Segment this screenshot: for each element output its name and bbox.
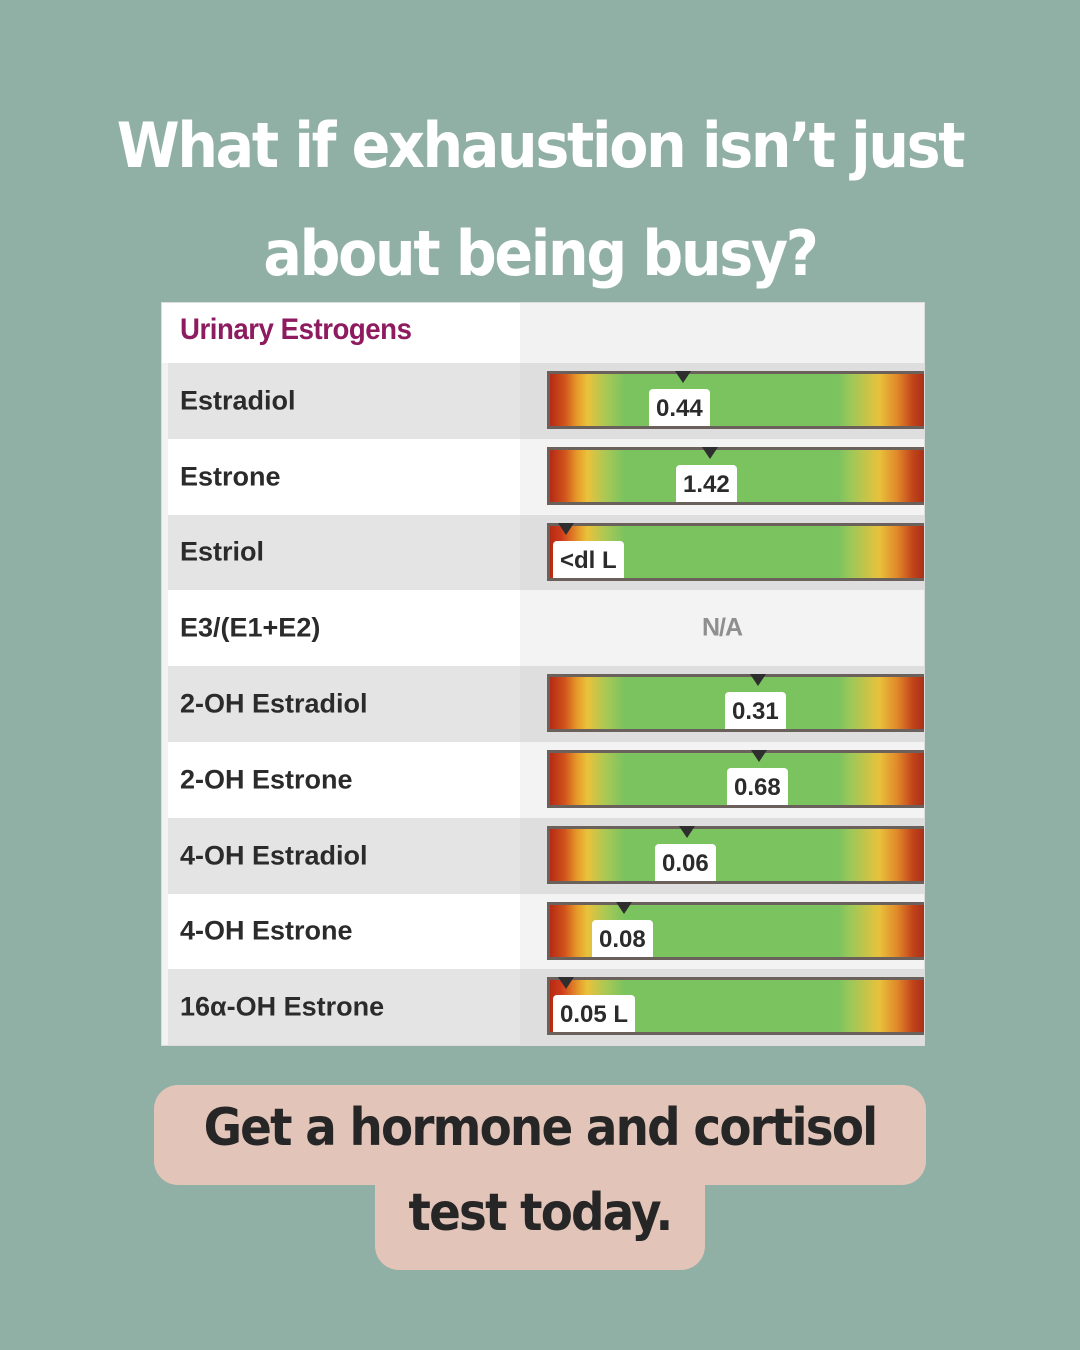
analyte-cell: Estradiol <box>168 363 520 439</box>
analyte-label: 4-OH Estrone <box>180 915 353 946</box>
analyte-cell: 2-OH Estradiol <box>168 666 520 742</box>
result-marker-icon <box>615 901 632 914</box>
analyte-cell: 2-OH Estrone <box>168 742 520 818</box>
result-value: 0.68 <box>727 768 788 805</box>
analyte-cell: Estriol <box>168 514 520 591</box>
result-value: <dl L <box>553 540 624 578</box>
analyte-label: Estradiol <box>180 385 296 416</box>
analyte-label: Estrone <box>180 461 281 492</box>
reference-range-bar: 0.06 <box>547 825 924 884</box>
analyte-label: 4-OH Estradiol <box>180 840 368 871</box>
result-cell: <dl L <box>520 514 924 591</box>
reference-range-bar: 0.68 <box>547 750 924 808</box>
result-marker-icon <box>701 446 718 459</box>
result-cell: 0.68 <box>520 742 924 818</box>
table-row: Estrone 1.42 <box>168 438 924 515</box>
report-title: Urinary Estrogens <box>180 313 412 346</box>
table-row: Estradiol 0.44 <box>168 363 924 439</box>
table-row: E3/(E1+E2) N/A <box>168 590 924 667</box>
urinary-estrogens-report: Urinary Estrogens Estradiol 0.44 Estrone 1.… <box>162 303 924 1046</box>
reference-range-bar: 1.42 <box>547 446 924 505</box>
result-marker-icon <box>674 371 691 383</box>
result-cell: 1.42 <box>520 438 924 515</box>
result-value: 0.05 L <box>553 995 636 1033</box>
analyte-label: 16α-OH Estrone <box>180 991 385 1022</box>
headline-line-2: about being busy? <box>263 217 818 290</box>
result-marker-icon <box>558 977 575 990</box>
reference-range-bar: 0.05 L <box>547 977 924 1036</box>
analyte-label: 2-OH Estradiol <box>180 688 368 719</box>
result-marker-icon <box>749 674 766 687</box>
headline: What if exhaustion isn’t just about bein… <box>43 92 1037 308</box>
analyte-cell: 4-OH Estrone <box>168 893 520 970</box>
result-cell: 0.44 <box>520 363 924 439</box>
result-cell: 0.05 L <box>520 969 924 1046</box>
analyte-cell: Estrone <box>168 438 520 515</box>
result-marker-icon <box>678 825 695 838</box>
report-header: Urinary Estrogens <box>162 303 924 363</box>
result-marker-icon <box>751 750 768 762</box>
table-row: 16α-OH Estrone 0.05 L <box>168 969 924 1046</box>
reference-range-bar: 0.44 <box>547 371 924 429</box>
analyte-label: Estriol <box>180 536 265 567</box>
report-header-label-cell: Urinary Estrogens <box>162 303 520 363</box>
result-value: 0.08 <box>592 919 653 957</box>
result-value: 0.44 <box>649 389 710 426</box>
result-cell: 0.06 <box>520 817 924 894</box>
analyte-cell: 16α-OH Estrone <box>168 969 520 1046</box>
cta-text-line-1: Get a hormone and cortisol <box>203 1098 879 1158</box>
result-marker-icon <box>558 522 575 535</box>
cta-text-line-2: test today. <box>408 1183 674 1243</box>
result-cell: 0.08 <box>520 893 924 970</box>
result-cell: 0.31 <box>520 666 924 742</box>
table-row: 4-OH Estrone 0.08 <box>168 893 924 970</box>
headline-line-1: What if exhaustion isn’t just <box>116 109 966 182</box>
analyte-label: E3/(E1+E2) <box>180 612 321 643</box>
result-cell: N/A <box>520 590 924 667</box>
result-value: 0.31 <box>725 692 786 730</box>
analyte-cell: 4-OH Estradiol <box>168 817 520 894</box>
table-row: 2-OH Estrone 0.68 <box>168 742 924 818</box>
result-value: 1.42 <box>676 464 737 502</box>
result-not-applicable: N/A <box>701 613 743 642</box>
table-row: 4-OH Estradiol 0.06 <box>168 817 924 894</box>
table-row: Estriol <dl L <box>168 514 924 591</box>
analyte-label: 2-OH Estrone <box>180 764 353 795</box>
reference-range-bar: 0.08 <box>547 901 924 960</box>
analyte-cell: E3/(E1+E2) <box>168 590 520 667</box>
reference-range-bar: <dl L <box>547 522 924 581</box>
result-value: 0.06 <box>655 843 716 881</box>
report-header-value-cell <box>520 303 924 363</box>
table-row: 2-OH Estradiol 0.31 <box>168 666 924 742</box>
cta-pill-bottom <box>375 1160 705 1270</box>
reference-range-bar: 0.31 <box>547 674 924 733</box>
